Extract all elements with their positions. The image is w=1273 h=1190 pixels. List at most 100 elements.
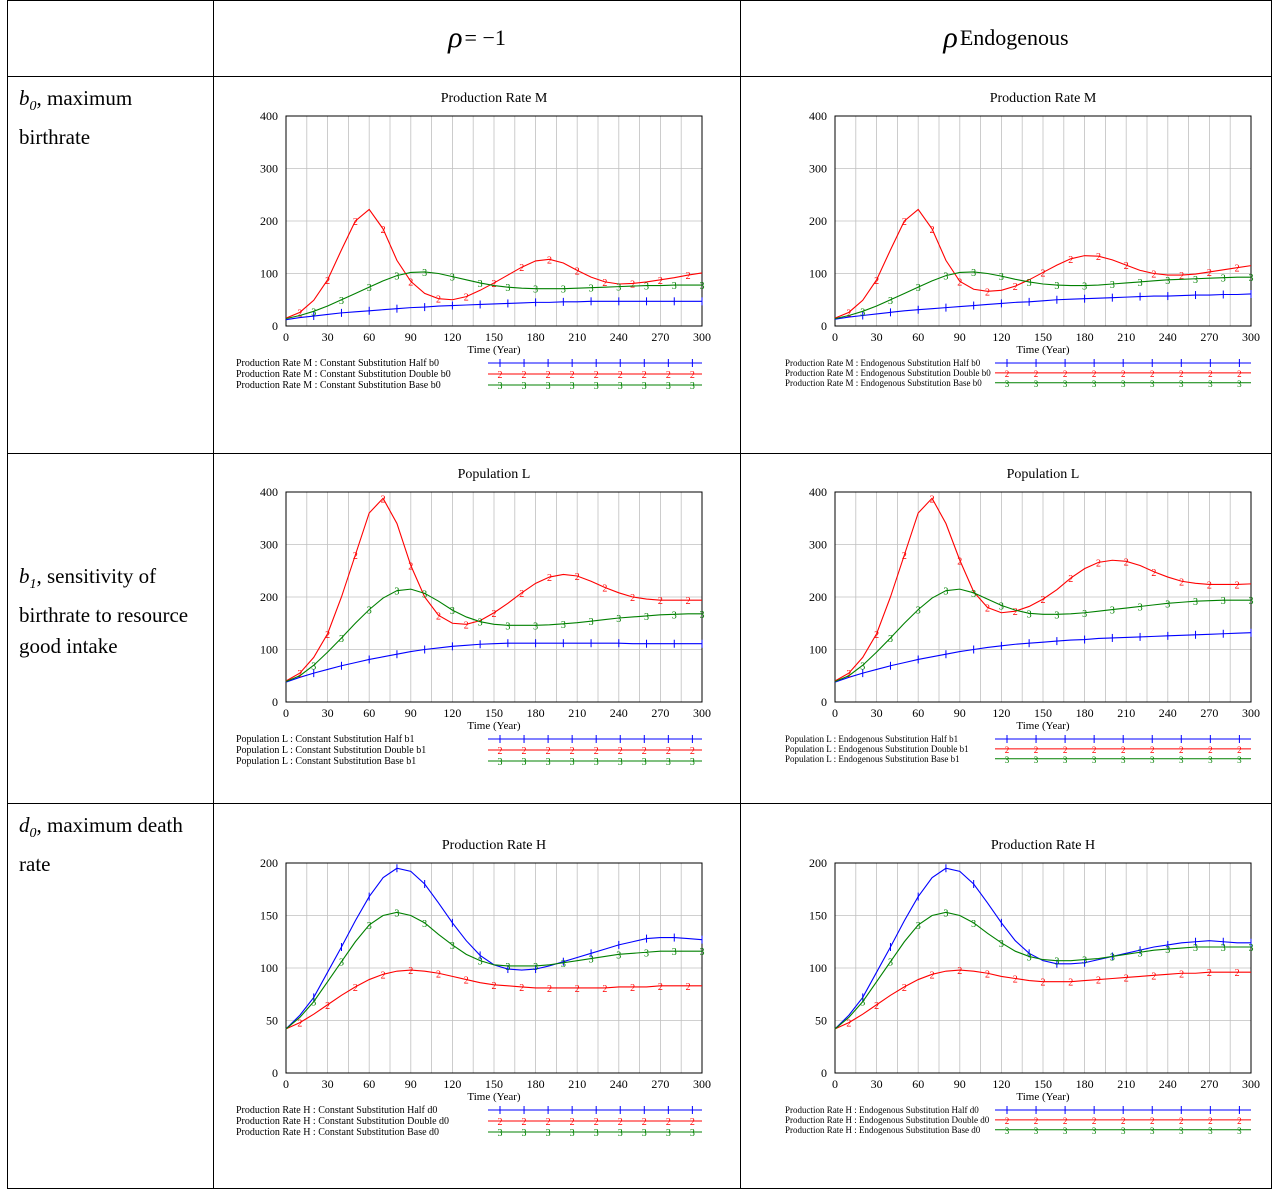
chart-svg: Production Rate M0 30 60 90 120 150 180 210 240 2… xyxy=(236,91,711,392)
x-tick-label: 270 xyxy=(1200,1077,1218,1091)
series-line-2 xyxy=(834,208,1252,319)
series-marker-2: 2 xyxy=(602,984,607,995)
x-tick-label: 90 xyxy=(405,706,417,720)
legend-marker-2: 2 xyxy=(1092,369,1097,379)
y-tick-label: 0 xyxy=(272,319,278,333)
series-marker-2: 2 xyxy=(1068,574,1073,585)
series-marker-3: 3 xyxy=(916,921,921,932)
series-marker-3: 3 xyxy=(700,281,705,292)
x-axis-label: Time (Year) xyxy=(1016,1091,1070,1103)
series-line-2 xyxy=(834,497,1252,682)
legend-marker-2: 2 xyxy=(1121,1116,1126,1126)
series-marker-2: 2 xyxy=(575,572,580,583)
plot-frame xyxy=(834,491,1252,703)
series-marker-3: 3 xyxy=(1221,596,1226,607)
series-marker-2: 2 xyxy=(1207,968,1212,979)
x-tick-label: 120 xyxy=(992,330,1010,344)
chart-title: Production Rate H xyxy=(442,838,546,853)
series-marker-3: 3 xyxy=(860,998,865,1009)
legend-label: Production Rate H : Constant Substitutio… xyxy=(236,1116,449,1127)
y-tick-label: 200 xyxy=(260,856,278,870)
x-tick-label: 90 xyxy=(405,1077,417,1091)
legend-marker-3: 3 xyxy=(522,1128,527,1139)
legend-marker-3: 3 xyxy=(666,381,671,392)
series-marker-3: 3 xyxy=(971,589,976,600)
x-tick-label: 300 xyxy=(693,1077,711,1091)
series-marker-2: 2 xyxy=(325,630,330,641)
legend-marker-2: 2 xyxy=(1208,369,1213,379)
chart-title: Population L xyxy=(1007,467,1080,482)
series-marker-2: 2 xyxy=(658,276,663,287)
series-marker-3: 3 xyxy=(450,273,455,284)
series-marker-3: 3 xyxy=(888,296,893,307)
chart-svg: Production Rate H0 30 60 90 120 150 180 210 240 2… xyxy=(236,838,711,1139)
series-marker-2: 2 xyxy=(464,976,469,987)
legend-marker-3: 3 xyxy=(1179,1126,1184,1136)
series-marker-2: 2 xyxy=(381,494,386,505)
legend-marker-3: 3 xyxy=(690,1128,695,1139)
series-marker-3: 3 xyxy=(971,268,976,279)
series-marker-2: 2 xyxy=(1068,978,1073,989)
series-marker-2: 2 xyxy=(1096,976,1101,987)
plot-frame xyxy=(285,491,703,703)
series-marker-2: 2 xyxy=(464,620,469,631)
series-marker-3: 3 xyxy=(1249,596,1254,607)
chart-production-h-endogenous: Production Rate H 0 30 60 90 120 150 180 210 240 2… xyxy=(785,833,1273,1163)
legend-marker-2: 2 xyxy=(642,370,647,381)
legend-marker-3: 3 xyxy=(546,757,551,768)
legend-marker-2: 2 xyxy=(1005,745,1010,755)
x-tick-label: 30 xyxy=(322,1077,334,1091)
x-tick-label: 60 xyxy=(912,1077,924,1091)
row-label-b1: b1, sensitivity of birthrate to resource… xyxy=(19,564,189,659)
x-tick-label: 180 xyxy=(527,1077,545,1091)
y-tick-label: 100 xyxy=(809,643,827,657)
x-tick-label: 210 xyxy=(568,330,586,344)
legend-label: Production Rate M : Endogenous Substitut… xyxy=(785,378,982,388)
legend-marker-3: 3 xyxy=(1150,379,1155,389)
x-tick-label: 240 xyxy=(610,1077,628,1091)
x-tick-label: 30 xyxy=(871,1077,883,1091)
legend-marker-2: 2 xyxy=(1208,745,1213,755)
legend-marker-2: 2 xyxy=(642,746,647,757)
series-marker-2: 2 xyxy=(1013,282,1018,293)
legend-marker-3: 3 xyxy=(1005,1126,1010,1136)
legend-marker-2: 2 xyxy=(1092,745,1097,755)
chart-population-l-endogenous: Population L 0 30 60 90 120 150 180 210 240 270 300… xyxy=(785,462,1273,792)
legend-label: Population L : Endogenous Substitution B… xyxy=(785,754,960,764)
series-marker-2: 2 xyxy=(436,611,441,622)
series-marker-3: 3 xyxy=(1027,278,1032,289)
series-marker-3: 3 xyxy=(644,282,649,293)
legend-marker-2: 2 xyxy=(1150,1116,1155,1126)
x-tick-label: 30 xyxy=(322,706,334,720)
chart-title: Population L xyxy=(458,467,531,482)
series-marker-2: 2 xyxy=(985,287,990,298)
series-marker-2: 2 xyxy=(1235,264,1240,275)
series-marker-3: 3 xyxy=(916,606,921,617)
series-marker-2: 2 xyxy=(686,596,691,607)
series-line-1 xyxy=(285,642,702,683)
legend-marker-3: 3 xyxy=(1034,1126,1039,1136)
series-marker-3: 3 xyxy=(367,283,372,294)
y-tick-label: 0 xyxy=(272,1066,278,1080)
series-marker-2: 2 xyxy=(1235,580,1240,591)
series-marker-3: 3 xyxy=(1249,273,1254,284)
legend-label: Population L : Endogenous Substitution H… xyxy=(785,734,958,744)
x-axis-label: Time (Year) xyxy=(1016,720,1070,732)
series-marker-2: 2 xyxy=(519,983,524,994)
y-tick-label: 0 xyxy=(821,1066,827,1080)
x-tick-label: 90 xyxy=(954,330,966,344)
series-marker-2: 2 xyxy=(630,983,635,994)
series-marker-3: 3 xyxy=(589,617,594,628)
series-marker-2: 2 xyxy=(436,969,441,980)
legend-marker-3: 3 xyxy=(1092,755,1097,765)
x-tick-label: 240 xyxy=(610,330,628,344)
legend-marker-2: 2 xyxy=(1179,369,1184,379)
legend-marker-2: 2 xyxy=(1063,369,1068,379)
series-marker-3: 3 xyxy=(943,908,948,919)
series-marker-2: 2 xyxy=(930,225,935,236)
legend-marker-2: 2 xyxy=(1237,369,1242,379)
series-marker-3: 3 xyxy=(394,272,399,283)
series-marker-3: 3 xyxy=(1054,610,1059,621)
series-marker-3: 3 xyxy=(478,957,483,968)
table-border-bottom xyxy=(7,1188,1272,1189)
